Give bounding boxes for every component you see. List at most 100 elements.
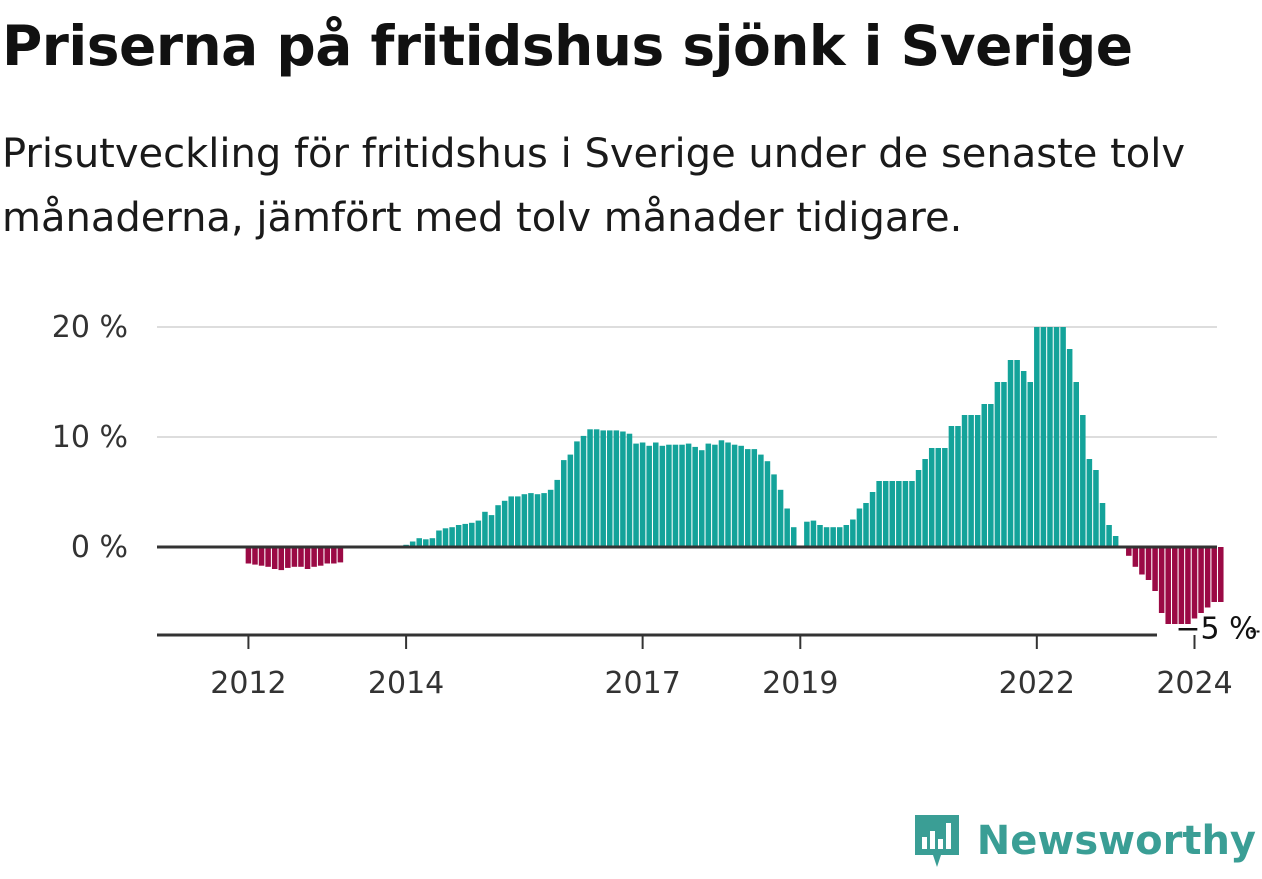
bar [948, 426, 955, 547]
bar [258, 547, 265, 566]
bar [810, 520, 817, 547]
bar [994, 382, 1001, 547]
bar [843, 525, 850, 547]
bar [1034, 327, 1040, 547]
bar [600, 430, 606, 547]
bar [1165, 547, 1171, 624]
bar [764, 461, 771, 547]
bar [442, 528, 449, 547]
bar [580, 435, 587, 547]
bar [1112, 536, 1119, 547]
bar [988, 404, 994, 547]
bar [790, 527, 797, 547]
bar [1086, 459, 1093, 547]
bar [1047, 327, 1053, 547]
bar [659, 445, 666, 547]
bar [856, 508, 863, 547]
bar [705, 443, 712, 547]
bar [298, 547, 304, 567]
bar [784, 508, 790, 547]
bar [876, 481, 882, 547]
x-tick-label: 2019 [762, 666, 838, 701]
bar [633, 443, 639, 547]
bar [1126, 547, 1132, 556]
bar [928, 448, 935, 547]
bar [942, 448, 948, 547]
bar [882, 481, 889, 547]
bar [1053, 327, 1060, 547]
bar [534, 494, 541, 547]
grid-layer [157, 326, 1217, 438]
bar [672, 444, 679, 547]
bar [974, 415, 981, 547]
bars-layer [245, 327, 1224, 624]
bar [626, 433, 633, 547]
bar [1139, 547, 1145, 575]
bar [896, 481, 902, 547]
bar [902, 481, 909, 547]
bar [252, 547, 258, 565]
x-tick-label: 2017 [604, 666, 680, 701]
bar [271, 547, 278, 569]
bar [981, 404, 988, 547]
bar [777, 489, 784, 547]
bar [712, 444, 718, 547]
bar [922, 459, 928, 547]
bar [1218, 547, 1224, 602]
annotation-label: −5 % [1175, 612, 1257, 647]
bar [836, 527, 843, 547]
bar [1007, 360, 1014, 547]
bar [593, 429, 600, 547]
bar [1198, 547, 1204, 613]
bar [850, 519, 856, 547]
bar [501, 500, 508, 547]
x-tick-label: 2024 [1156, 666, 1232, 701]
bar [304, 547, 311, 569]
bar [508, 496, 514, 547]
y-tick-label: 20 % [52, 310, 128, 345]
bar [1014, 360, 1020, 547]
y-tick-label: 10 % [52, 420, 128, 455]
bar [692, 446, 698, 547]
bar [265, 547, 271, 567]
bar [1001, 382, 1007, 547]
bar [620, 431, 626, 547]
bar [830, 527, 836, 547]
bar [698, 450, 705, 547]
x-tick-label: 2022 [999, 666, 1075, 701]
x-tick-label: 2014 [368, 666, 444, 701]
bar [731, 444, 738, 547]
bar [482, 511, 488, 547]
bar [1066, 349, 1073, 547]
bar [751, 449, 758, 547]
bar [574, 441, 580, 547]
bar [817, 525, 823, 547]
bar [488, 515, 495, 547]
bar [567, 454, 574, 547]
bar [291, 547, 298, 567]
bar [1132, 547, 1139, 567]
bar [744, 449, 751, 547]
bar [889, 481, 896, 547]
bar [718, 440, 725, 547]
bar [653, 442, 659, 547]
bar [416, 538, 422, 547]
bar [469, 522, 475, 547]
bar [436, 530, 442, 547]
bar [1106, 525, 1112, 547]
bar [541, 493, 547, 547]
bar [1145, 547, 1152, 580]
bar [475, 520, 482, 547]
bar [863, 503, 869, 547]
bar [311, 547, 317, 567]
label-layer: 20 % 10 % 0 % 2012 2014 2017 2019 2022 2024 −5 % [52, 310, 1261, 701]
bar [725, 442, 731, 547]
axis-layer [157, 545, 1217, 649]
bar [495, 505, 501, 547]
bar [804, 521, 810, 547]
bar [324, 547, 331, 564]
bar [961, 415, 968, 547]
bar [955, 426, 961, 547]
bar [909, 481, 915, 547]
